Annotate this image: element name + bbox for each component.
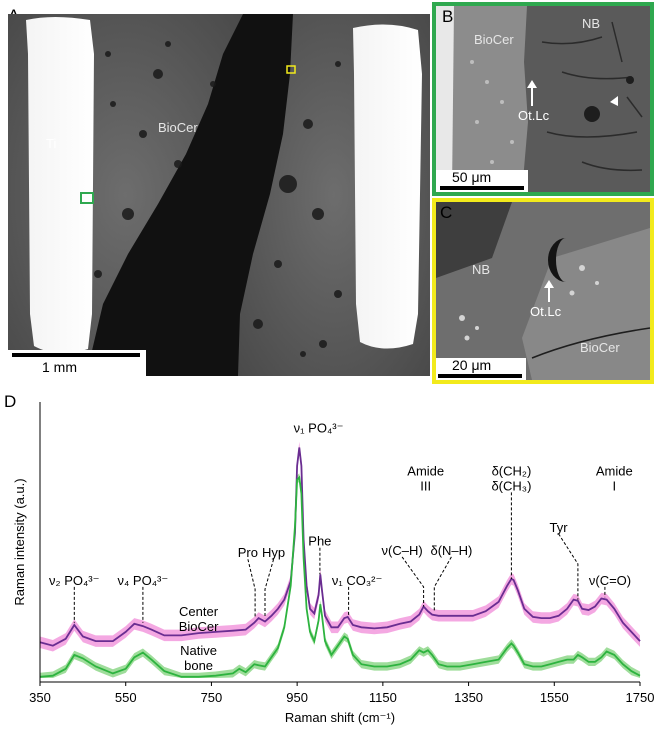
series-label-native-0: Native xyxy=(180,643,217,658)
panel-c-otlc-label: Ot.Lc xyxy=(530,304,562,319)
x-tick-label-550: 550 xyxy=(115,690,137,705)
annotation-label-12-0: ν(C=O) xyxy=(589,573,631,588)
panel-c-nb-label: NB xyxy=(472,262,490,277)
panel-a-ti-label: Ti xyxy=(46,136,56,151)
annotation-label-10-0: δ(CH₂) xyxy=(492,463,532,478)
panel-b-nb-label: NB xyxy=(582,16,600,31)
annotation-label-6-0: ν₁ CO₃²⁻ xyxy=(332,573,382,588)
x-tick-label-750: 750 xyxy=(201,690,223,705)
panel-c-scalebar-label: 20 μm xyxy=(452,357,491,373)
annotation-line-3 xyxy=(264,559,275,619)
annotation-label-2-0: Pro xyxy=(238,545,258,560)
annotation-label-13-0: Amide xyxy=(596,463,633,478)
x-tick-label-1750: 1750 xyxy=(626,690,655,705)
series-label-center-0: Center xyxy=(179,604,219,619)
spectrum-lines xyxy=(39,447,641,678)
panel-b-otlc-label: Ot.Lc xyxy=(518,108,550,123)
series-label-native-1: bone xyxy=(184,658,213,673)
series-label-center-1: BioCer xyxy=(179,619,219,634)
panel-b-biocer-label: BioCer xyxy=(474,32,514,47)
annotation-label-8-0: δ(N–H) xyxy=(430,543,472,558)
y-axis-label: Raman intensity (a.u.) xyxy=(12,478,27,605)
panel-a-sem-image: Ti BioCer 1 mm xyxy=(8,14,430,376)
panel-b-letter: B xyxy=(442,7,453,26)
series-band-1 xyxy=(40,473,640,678)
panel-a-biocer-label: BioCer xyxy=(158,120,198,135)
series-band-0 xyxy=(40,441,640,652)
annotation-line-7 xyxy=(401,556,425,607)
series-line-1 xyxy=(39,475,641,678)
annotation-label-9-0: Amide xyxy=(407,463,444,478)
annotation-label-10-1: δ(CH₃) xyxy=(491,478,531,493)
annotation-label-11-0: Tyr xyxy=(550,520,569,535)
panel-c-sem-image: C NB Ot.Lc BioCer 20 μm xyxy=(432,198,654,384)
series-line-0 xyxy=(39,447,641,647)
chart-axes: 350 550 750 950 1150 1350 1550 1750 Raman shift … xyxy=(12,402,654,725)
x-tick-label-1150: 1150 xyxy=(369,690,397,705)
x-tick-label-350: 350 xyxy=(29,690,51,705)
uncertainty-bands xyxy=(40,441,640,678)
annotation-label-1-0: ν₄ PO₄³⁻ xyxy=(118,573,169,588)
annotation-line-2 xyxy=(247,559,256,619)
annotation-label-3-0: Hyp xyxy=(262,545,285,560)
x-axis-label: Raman shift (cm⁻¹) xyxy=(285,710,395,725)
panel-d-letter: D xyxy=(4,392,17,411)
annotation-label-0-0: ν₂ PO₄³⁻ xyxy=(49,573,99,588)
annotation-label-13-1: I xyxy=(612,478,616,493)
x-tick-label-1550: 1550 xyxy=(540,690,569,705)
panel-b-sem-image: B BioCer NB Ot.Lc 50 μm xyxy=(432,2,654,196)
annotation-label-5-0: Phe xyxy=(308,534,331,549)
x-tick-label-1350: 1350 xyxy=(454,690,483,705)
annotation-line-11 xyxy=(558,533,579,600)
panel-c-letter: C xyxy=(440,203,452,222)
annotation-label-9-1: III xyxy=(420,478,431,493)
annotation-line-8 xyxy=(433,556,452,612)
x-tick-label-950: 950 xyxy=(286,690,308,705)
panel-b-scalebar-label: 50 μm xyxy=(452,169,491,185)
panel-c-biocer-label: BioCer xyxy=(580,340,620,355)
annotation-label-4-0: ν₁ PO₄³⁻ xyxy=(294,421,344,436)
annotation-label-7-0: ν(C–H) xyxy=(382,543,423,558)
panel-a-scalebar-label: 1 mm xyxy=(42,359,77,375)
